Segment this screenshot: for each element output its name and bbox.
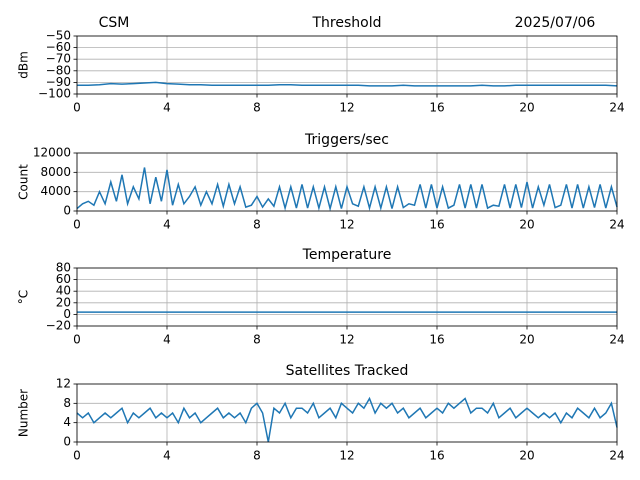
x-tick-label: 4 (163, 101, 171, 115)
y-tick-label: −60 (46, 40, 71, 54)
axes-frame (76, 152, 618, 212)
y-tick-label: 8 (63, 396, 71, 410)
y-tick-label: −20 (46, 319, 71, 333)
data-line (77, 81, 618, 87)
y-tick-label: 8000 (40, 165, 71, 179)
x-tick-label: 16 (429, 449, 444, 463)
x-tick-label: 20 (519, 333, 534, 347)
y-tick-label: 0 (63, 307, 71, 321)
x-tick-label: 4 (163, 218, 171, 232)
y-axis-label: Count (17, 164, 31, 200)
x-tick-label: 8 (253, 218, 261, 232)
y-tick-label: −50 (46, 29, 71, 43)
x-tick-label: 20 (519, 218, 534, 232)
y-tick-label: −100 (38, 87, 71, 101)
chart-title: Threshold (312, 15, 382, 31)
y-axis-label: dBm (17, 51, 31, 79)
y-tick-label: 4 (63, 415, 71, 429)
x-tick-label: 16 (429, 218, 444, 232)
data-line (76, 167, 618, 212)
y-tick-label: 40 (56, 284, 71, 298)
annotation: 2025/07/06 (515, 15, 596, 31)
y-tick-label: 0 (63, 204, 71, 218)
x-tick-label: 8 (253, 333, 261, 347)
y-tick-label: 12000 (33, 146, 71, 160)
x-tick-label: 20 (519, 449, 534, 463)
y-axis-label: Number (17, 389, 31, 437)
axes-frame (76, 35, 618, 95)
x-tick-label: 0 (73, 218, 81, 232)
x-tick-label: 16 (429, 333, 444, 347)
chart-title: Temperature (302, 247, 392, 263)
y-tick-label: 0 (63, 435, 71, 449)
y-tick-label: −80 (46, 63, 71, 77)
y-tick-label: 12 (56, 377, 71, 391)
x-tick-label: 24 (609, 101, 624, 115)
x-tick-label: 0 (73, 333, 81, 347)
axes-frame (76, 383, 618, 443)
y-tick-label: 20 (56, 295, 71, 309)
x-tick-label: 20 (519, 101, 534, 115)
x-tick-label: 24 (609, 218, 624, 232)
x-tick-label: 24 (609, 333, 624, 347)
x-tick-label: 0 (73, 101, 81, 115)
y-tick-label: −90 (46, 75, 71, 89)
y-tick-label: 80 (56, 261, 71, 275)
x-tick-label: 12 (339, 333, 354, 347)
chart-title: Triggers/sec (304, 132, 389, 148)
data-line (76, 396, 618, 443)
x-tick-label: 12 (339, 218, 354, 232)
x-tick-label: 0 (73, 449, 81, 463)
x-tick-label: 8 (253, 449, 261, 463)
x-tick-label: 12 (339, 449, 354, 463)
chart-title: Satellites Tracked (286, 363, 409, 379)
y-tick-label: 60 (56, 272, 71, 286)
x-tick-label: 4 (163, 449, 171, 463)
y-tick-label: −70 (46, 52, 71, 66)
x-tick-label: 24 (609, 449, 624, 463)
axes-frame (76, 267, 618, 327)
y-axis-label: °C (17, 290, 31, 304)
annotation: CSM (99, 15, 130, 31)
y-tick-label: 4000 (40, 184, 71, 198)
x-tick-label: 4 (163, 333, 171, 347)
x-tick-label: 16 (429, 101, 444, 115)
x-tick-label: 8 (253, 101, 261, 115)
x-tick-label: 12 (339, 101, 354, 115)
